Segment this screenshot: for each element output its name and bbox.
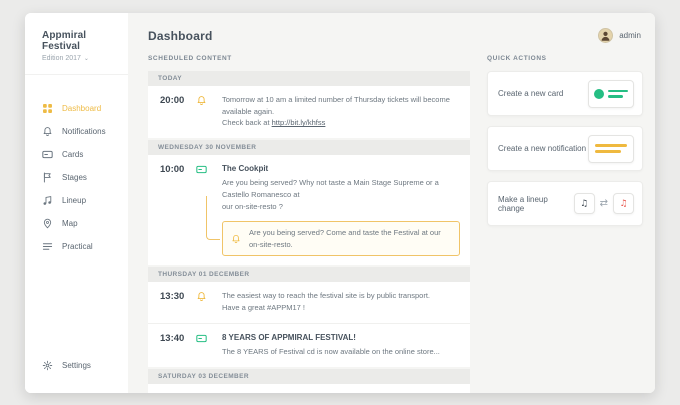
user-menu[interactable]: admin [598, 28, 641, 43]
row-body: 30 Seconds To Mars→Chet Faker Are you be… [222, 392, 460, 394]
row-text: The easiest way to reach the festival si… [222, 291, 431, 301]
row-text: Tomorrow at 10 am a limited number of Th… [222, 95, 450, 116]
main-area: Dashboard admin SCHEDULED CONTENT TODAY … [128, 13, 655, 393]
schedule-row[interactable]: 20:00 Tomorrow at 10 am a limited number… [148, 86, 470, 138]
list-icon [42, 241, 53, 252]
chevron-down-icon: ⌄ [83, 56, 89, 62]
edition-selector[interactable]: Edition 2017 ⌄ [42, 55, 89, 62]
content: SCHEDULED CONTENT TODAY 20:00 Tomorrow a… [128, 53, 655, 393]
row-body: The Cookpit Are you being served? Why no… [206, 163, 460, 257]
sidebar-item-label: Cards [62, 150, 84, 159]
lineup-change-title: 30 Seconds To Mars→Chet Faker [222, 392, 460, 394]
schedule-row[interactable]: 13:30 ♫ 30 Seconds To Mars→Chet Faker Ar… [148, 383, 470, 394]
sidebar-item-map[interactable]: Map [25, 212, 128, 235]
row-text: Are you being served? Why not taste a Ma… [222, 178, 439, 199]
sidebar-item-label: Lineup [62, 196, 87, 205]
note-text: Are you being served? Come and taste the… [249, 228, 441, 249]
notification-bell-icon [196, 290, 222, 313]
row-text: The 8 YEARS of Festival cd is now availa… [222, 347, 440, 357]
music-note-icon: ♫ [196, 392, 222, 393]
quick-actions-panel: QUICK ACTIONS Create a new card Create a… [487, 55, 643, 236]
scheduled-content-label: SCHEDULED CONTENT [148, 55, 232, 62]
quick-actions-label: QUICK ACTIONS [487, 55, 547, 62]
linked-notification[interactable]: Are you being served? Come and taste the… [206, 195, 460, 257]
section-date-header: TODAY [148, 71, 470, 86]
schedule-row[interactable]: 13:40 8 YEARS OF APPMIRAL FESTIVAL! The … [148, 322, 470, 367]
row-body: The easiest way to reach the festival si… [222, 290, 460, 313]
sidebar-item-notifications[interactable]: Notifications [25, 120, 128, 143]
schedule-section-saturday: SATURDAY 03 DECEMBER 13:30 ♫ 30 Seconds … [148, 368, 470, 394]
ticket-link[interactable]: http://bit.ly/khfss [271, 118, 326, 128]
sidebar-item-label: Practical [62, 242, 93, 251]
app-title: Appmiral Festival [42, 30, 87, 52]
lineup-swap-icon: ♫ ⇄ ♫ [573, 193, 634, 214]
card-title: 8 YEARS OF APPMIRAL FESTIVAL! [222, 332, 356, 342]
row-body: Tomorrow at 10 am a limited number of Th… [222, 94, 460, 129]
sidebar-item-label: Notifications [62, 127, 106, 136]
sidebar-footer: Settings [25, 354, 128, 393]
music-note-dark-icon: ♫ [573, 193, 595, 214]
main-header: Dashboard admin [128, 13, 655, 53]
sidebar-item-lineup[interactable]: Lineup [25, 189, 128, 212]
sidebar-item-cards[interactable]: Cards [25, 143, 128, 166]
schedule-section-wednesday: WEDNESDAY 30 NOVEMBER 10:00 The Cookpit … [148, 139, 470, 266]
row-text: Check back at http://bit.ly/khfss [222, 118, 326, 128]
card-title: The Cookpit [222, 163, 269, 173]
notification-bell-icon [231, 234, 241, 244]
flag-icon [42, 172, 53, 183]
section-date-header: WEDNESDAY 30 NOVEMBER [148, 139, 470, 155]
sidebar-item-settings[interactable]: Settings [25, 354, 128, 377]
schedule-row[interactable]: 13:30 The easiest way to reach the festi… [148, 282, 470, 323]
sidebar-item-label: Stages [62, 173, 87, 182]
sidebar-header: Appmiral Festival Edition 2017 ⌄ [25, 13, 128, 75]
row-time: 13:30 [160, 291, 185, 303]
sidebar-item-dashboard[interactable]: Dashboard [25, 97, 128, 120]
row-time: 20:00 [160, 95, 185, 106]
create-notification-button[interactable]: Create a new notification [487, 126, 643, 171]
scheduled-content-panel: SCHEDULED CONTENT TODAY 20:00 Tomorrow a… [148, 55, 470, 393]
app-window: Appmiral Festival Edition 2017 ⌄ Dashboar… [25, 13, 655, 393]
music-note-icon [42, 195, 53, 206]
card-icon [196, 332, 222, 358]
section-date-header: THURSDAY 01 DECEMBER [148, 267, 470, 283]
user-name: admin [619, 31, 641, 40]
dashboard-icon [42, 103, 53, 114]
gear-icon [42, 360, 53, 371]
row-time: 10:00 [160, 163, 185, 175]
schedule-section-today: TODAY 20:00 Tomorrow at 10 am a limited … [148, 71, 470, 138]
sidebar-item-label: Settings [62, 361, 91, 370]
schedule-section-thursday: THURSDAY 01 DECEMBER 13:30 The easiest w… [148, 267, 470, 367]
card-graphic-icon [588, 79, 634, 108]
sidebar-item-practical[interactable]: Practical [25, 235, 128, 258]
page-title: Dashboard [148, 28, 213, 43]
map-pin-icon [42, 218, 53, 229]
row-time: 13:40 [160, 332, 185, 344]
sidebar: Appmiral Festival Edition 2017 ⌄ Dashboar… [25, 13, 128, 393]
row-text: our on-site-resto ? [222, 201, 283, 211]
notification-bell-icon [196, 94, 222, 129]
row-text: Have a great #APPM17 ! [222, 303, 305, 313]
row-time: 13:30 [160, 392, 196, 394]
sidebar-nav: Dashboard Notifications Cards Stages Lin… [25, 97, 128, 354]
avatar [598, 28, 614, 43]
schedule-row[interactable]: 10:00 The Cookpit Are you being served? … [148, 154, 470, 266]
lineup-change-button[interactable]: Make a lineup change ♫ ⇄ ♫ [487, 181, 643, 226]
row-body: 8 YEARS OF APPMIRAL FESTIVAL! The 8 YEAR… [222, 332, 460, 358]
section-date-header: SATURDAY 03 DECEMBER [148, 368, 470, 384]
bell-icon [42, 126, 53, 137]
create-card-button[interactable]: Create a new card [487, 71, 643, 116]
sidebar-item-label: Map [62, 219, 78, 228]
notification-lines-icon [588, 134, 634, 163]
sidebar-item-stages[interactable]: Stages [25, 166, 128, 189]
swap-arrows-icon: ⇄ [599, 198, 608, 209]
card-icon [42, 149, 53, 160]
sidebar-item-label: Dashboard [62, 104, 102, 113]
music-note-red-icon: ♫ [613, 193, 634, 214]
